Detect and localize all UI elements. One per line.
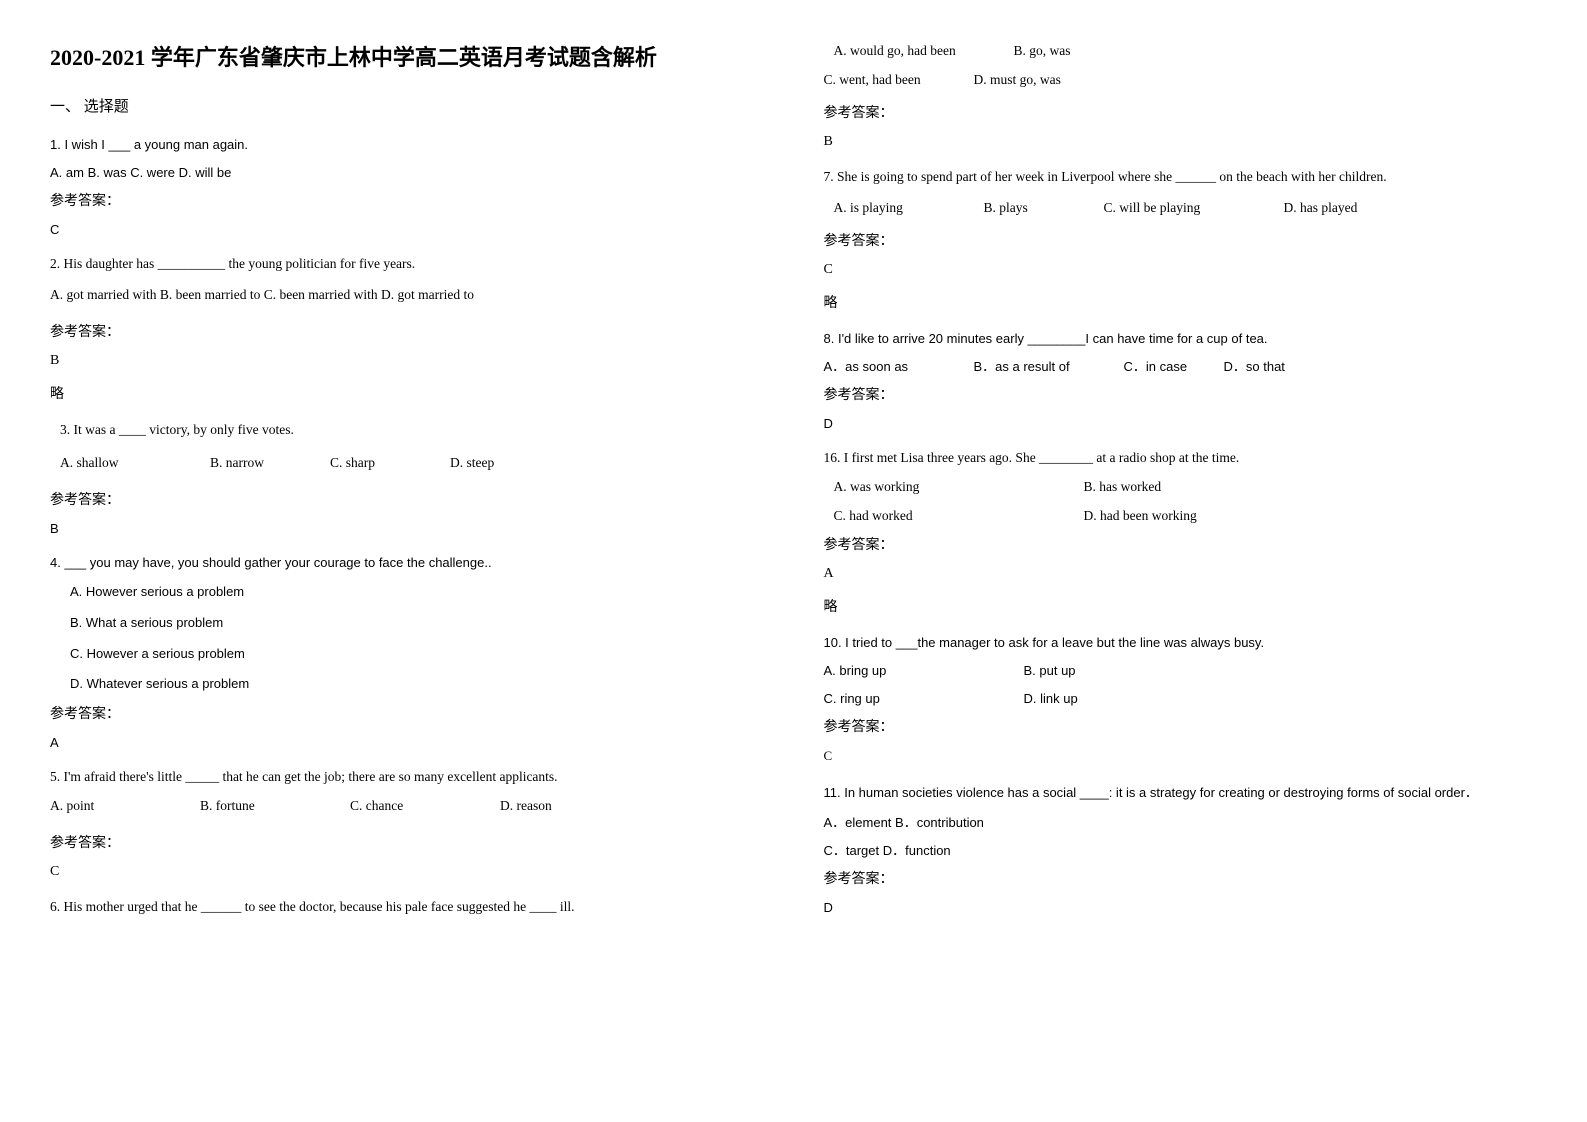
q4-opt-a: A. However serious a problem (50, 580, 764, 605)
q10-answer: C (824, 748, 1538, 764)
q5-opt-a: A. point (50, 795, 200, 818)
q3-opt-c: C. sharp (330, 452, 450, 475)
question-7: 7. She is going to spend part of her wee… (824, 166, 1538, 312)
q8-answer-label: 参考答案： (824, 384, 1538, 404)
q6-opt-c: C. went, had been (824, 69, 974, 92)
q7-lue: 略 (824, 292, 1538, 312)
q2-stem: 2. His daughter has __________ the young… (50, 253, 764, 276)
q10-answer-label: 参考答案： (824, 716, 1538, 736)
q7-options: A. is playing B. plays C. will be playin… (824, 197, 1538, 220)
q6-opt-d: D. must go, was (974, 69, 1061, 92)
q9-options-ab: A. was working B. has worked (824, 476, 1538, 499)
q6-stem: 6. His mother urged that he ______ to se… (50, 896, 764, 919)
q11-answer-label: 参考答案： (824, 868, 1538, 888)
q7-stem: 7. She is going to spend part of her wee… (824, 166, 1538, 189)
q3-opt-b: B. narrow (210, 452, 330, 475)
q5-answer: C (50, 864, 764, 880)
q9-opt-d: D. had been working (1084, 505, 1197, 528)
q5-options: A. point B. fortune C. chance D. reason (50, 795, 764, 818)
q3-options: A. shallow B. narrow C. sharp D. steep (50, 452, 764, 475)
q1-answer-label: 参考答案： (50, 190, 764, 210)
q5-opt-d: D. reason (500, 795, 552, 818)
q9-opt-c: C. had worked (834, 505, 1084, 528)
q7-opt-d: D. has played (1284, 197, 1358, 220)
q6-opt-b: B. go, was (1014, 40, 1071, 63)
q10-opt-d: D. link up (1024, 688, 1078, 710)
q8-opt-a: A．as soon as (824, 356, 974, 378)
q3-answer-label: 参考答案： (50, 489, 764, 509)
q8-answer: D (824, 416, 1538, 431)
q9-lue: 略 (824, 596, 1538, 616)
q9-options-cd: C. had worked D. had been working (824, 505, 1538, 528)
question-10: 10. I tried to ___the manager to ask for… (824, 632, 1538, 764)
q3-answer: B (50, 521, 764, 536)
q1-answer: C (50, 222, 764, 237)
q10-stem: 10. I tried to ___the manager to ask for… (824, 632, 1538, 654)
q2-options: A. got married with B. been married to C… (50, 284, 764, 307)
q5-opt-b: B. fortune (200, 795, 350, 818)
document-page: 2020-2021 学年广东省肇庆市上林中学高二英语月考试题含解析 一、 选择题… (50, 40, 1537, 931)
q7-opt-c: C. will be playing (1104, 197, 1284, 220)
q11-answer: D (824, 900, 1538, 915)
q5-stem: 5. I'm afraid there's little _____ that … (50, 766, 764, 789)
q10-options-ab: A. bring up B. put up (824, 660, 1538, 682)
q8-opt-b: B．as a result of (974, 356, 1124, 378)
q6-options-ab: A. would go, had been B. go, was (824, 40, 1538, 63)
q10-opt-c: C. ring up (824, 688, 1024, 710)
q11-options-ab: A．element B．contribution (824, 812, 1538, 834)
q9-opt-b: B. has worked (1084, 476, 1162, 499)
q6-answer: B (824, 134, 1538, 150)
q4-stem: 4. ___ you may have, you should gather y… (50, 552, 764, 574)
question-4: 4. ___ you may have, you should gather y… (50, 552, 764, 750)
q10-opt-a: A. bring up (824, 660, 1024, 682)
q3-opt-a: A. shallow (60, 452, 210, 475)
q1-options: A. am B. was C. were D. will be (50, 162, 764, 184)
q9-answer-label: 参考答案： (824, 534, 1538, 554)
q2-lue: 略 (50, 383, 764, 403)
q7-answer-label: 参考答案： (824, 230, 1538, 250)
q8-opt-d: D．so that (1224, 356, 1285, 378)
question-8: 8. I'd like to arrive 20 minutes early _… (824, 328, 1538, 431)
q9-answer: A (824, 566, 1538, 582)
q5-opt-c: C. chance (350, 795, 500, 818)
q8-opt-c: C．in case (1124, 356, 1224, 378)
q1-stem: 1. I wish I ___ a young man again. (50, 134, 764, 156)
q11-options-cd: C．target D．function (824, 840, 1538, 862)
q4-answer: A (50, 735, 764, 750)
question-11: 11. In human societies violence has a so… (824, 780, 1538, 915)
question-6: A. would go, had been B. go, was C. went… (824, 40, 1538, 150)
question-9: 16. I first met Lisa three years ago. Sh… (824, 447, 1538, 616)
q3-stem: 3. It was a ____ victory, by only five v… (50, 419, 764, 442)
q6-answer-label: 参考答案： (824, 102, 1538, 122)
page-title: 2020-2021 学年广东省肇庆市上林中学高二英语月考试题含解析 (50, 40, 764, 75)
q7-answer: C (824, 262, 1538, 278)
question-3: 3. It was a ____ victory, by only five v… (50, 419, 764, 536)
q3-opt-d: D. steep (450, 452, 494, 475)
right-column: A. would go, had been B. go, was C. went… (824, 40, 1538, 931)
section-header: 一、 选择题 (50, 95, 764, 116)
question-2: 2. His daughter has __________ the young… (50, 253, 764, 403)
question-1: 1. I wish I ___ a young man again. A. am… (50, 134, 764, 237)
q4-opt-d: D. Whatever serious a problem (50, 672, 764, 697)
q10-options-cd: C. ring up D. link up (824, 688, 1538, 710)
q9-stem: 16. I first met Lisa three years ago. Sh… (824, 447, 1538, 470)
q6-options-cd: C. went, had been D. must go, was (824, 69, 1538, 92)
q9-opt-a: A. was working (834, 476, 1084, 499)
q10-opt-b: B. put up (1024, 660, 1076, 682)
q5-answer-label: 参考答案： (50, 832, 764, 852)
q4-answer-label: 参考答案： (50, 703, 764, 723)
q7-opt-a: A. is playing (834, 197, 984, 220)
q6-opt-a: A. would go, had been (834, 40, 1014, 63)
q8-stem: 8. I'd like to arrive 20 minutes early _… (824, 328, 1538, 350)
q4-opt-b: B. What a serious problem (50, 611, 764, 636)
q2-answer-label: 参考答案： (50, 321, 764, 341)
left-column: 2020-2021 学年广东省肇庆市上林中学高二英语月考试题含解析 一、 选择题… (50, 40, 764, 931)
q8-options: A．as soon as B．as a result of C．in case … (824, 356, 1538, 378)
q2-answer: B (50, 353, 764, 369)
q7-opt-b: B. plays (984, 197, 1104, 220)
q4-opt-c: C. However a serious problem (50, 642, 764, 667)
q11-stem: 11. In human societies violence has a so… (824, 780, 1538, 806)
question-5: 5. I'm afraid there's little _____ that … (50, 766, 764, 880)
